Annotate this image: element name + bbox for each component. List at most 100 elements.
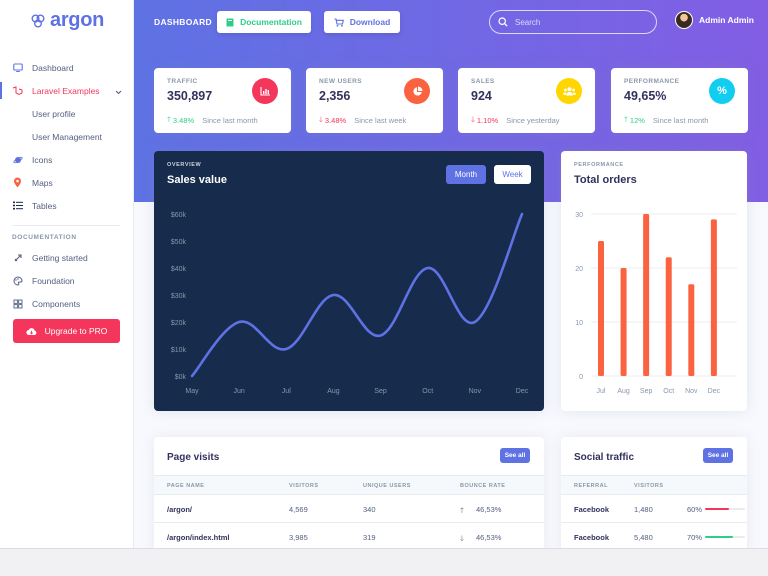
- y-tick-label: $10k: [171, 347, 187, 354]
- visitors-value: 3,985: [289, 533, 308, 542]
- brand-logo[interactable]: argon: [30, 9, 104, 32]
- column-header[interactable]: UNIQUE USERS: [363, 483, 411, 489]
- components-icon: [12, 298, 23, 309]
- x-tick-label: Jul: [597, 388, 606, 395]
- week-toggle-button[interactable]: Week: [494, 165, 531, 184]
- sidebar-item-components[interactable]: Components: [0, 292, 134, 315]
- download-button[interactable]: Download: [324, 11, 400, 33]
- page-title[interactable]: DASHBOARD: [154, 17, 212, 27]
- bar: [710, 219, 717, 376]
- column-header[interactable]: VISITORS: [289, 483, 319, 489]
- stat-change: 12%: [629, 116, 645, 125]
- table-row[interactable]: /argon/ 4,569 340 🡑 46,53%: [154, 495, 544, 523]
- progress-fill: [705, 536, 733, 538]
- sidebar-item-icons[interactable]: Icons: [0, 148, 134, 171]
- browser-bottom-bar: [0, 548, 768, 576]
- y-tick-label: 30: [575, 212, 583, 219]
- column-header[interactable]: BOUNCE RATE: [460, 483, 506, 489]
- book-icon: [226, 18, 234, 26]
- x-tick-label: Aug: [327, 388, 340, 395]
- download-label: Download: [349, 17, 391, 27]
- rocket-icon: [12, 252, 23, 263]
- bounce-rate-value: 46,53%: [476, 505, 502, 514]
- arrow-down-icon: 🡓: [319, 115, 323, 124]
- column-header[interactable]: PAGE NAME: [167, 483, 205, 489]
- sidebar-item-label: Components: [32, 298, 81, 309]
- page-name: /argon/index.html: [167, 533, 230, 542]
- sidebar-item-tables[interactable]: Tables: [0, 194, 134, 217]
- x-tick-label: Nov: [685, 388, 698, 395]
- progress-bar: [705, 508, 745, 510]
- users-icon: [556, 78, 582, 104]
- upgrade-button[interactable]: Upgrade to PRO: [13, 319, 120, 343]
- referral-name: Facebook: [574, 533, 610, 542]
- sidebar-item-dashboard[interactable]: Dashboard: [0, 56, 134, 79]
- sidebar-item-label: User profile: [32, 108, 76, 119]
- sidebar-item-getting-started[interactable]: Getting started: [0, 246, 134, 269]
- sidebar-item-label: Laravel Examples: [32, 85, 100, 96]
- stat-label: NEW USERS: [319, 78, 362, 85]
- sidebar-item-laravel-examples[interactable]: Laravel Examples: [0, 79, 134, 102]
- sidebar-item-label: Maps: [32, 177, 53, 188]
- table-row[interactable]: Facebook 1,480 60%: [561, 495, 747, 523]
- argon-logo-icon: [31, 14, 45, 27]
- arrow-down-icon: 🡓: [460, 534, 464, 543]
- topbar: DASHBOARD Documentation Download Search …: [134, 0, 768, 44]
- y-tick-label: 0: [579, 374, 583, 381]
- sidebar-item-maps[interactable]: Maps: [0, 171, 134, 194]
- documentation-button[interactable]: Documentation: [217, 11, 311, 33]
- user-menu[interactable]: Admin Admin: [675, 11, 754, 29]
- table-row[interactable]: /argon/index.html 3,985 319 🡓 46,53%: [154, 523, 544, 551]
- palette-icon: [12, 275, 23, 286]
- stat-card-sales: SALES 924 🡓 1.10% Since yesterday: [458, 68, 595, 133]
- sidebar-item-foundation[interactable]: Foundation: [0, 269, 134, 292]
- stat-footer: 🡑 12% Since last month: [624, 114, 708, 127]
- arrow-up-icon: 🡑: [167, 115, 171, 124]
- active-indicator: [0, 82, 2, 99]
- orders-bar-chart: 0 10 20 30 Jul Aug Sep Oct Nov Dec: [575, 212, 737, 395]
- bar: [643, 214, 650, 376]
- y-tick-label: $60k: [171, 212, 187, 219]
- column-header[interactable]: REFERRAL: [574, 483, 608, 489]
- card-title: Sales value: [167, 174, 227, 186]
- card-title: Total orders: [574, 174, 637, 186]
- card-title: Social traffic: [574, 452, 635, 463]
- stat-change: 1.10%: [476, 116, 499, 125]
- sidebar-heading-documentation: DOCUMENTATION: [12, 234, 77, 241]
- stat-footer: 🡓 1.10% Since yesterday: [471, 114, 560, 127]
- x-tick-label: Dec: [516, 388, 529, 395]
- planet-icon: [12, 154, 23, 165]
- y-tick-label: $30k: [171, 293, 187, 300]
- y-tick-label: $40k: [171, 266, 187, 273]
- stat-label: TRAFFIC: [167, 78, 198, 85]
- column-header[interactable]: VISITORS: [634, 483, 664, 489]
- sidebar-item-user-management[interactable]: User Management: [0, 125, 134, 148]
- x-tick-label: May: [185, 388, 199, 395]
- y-tick-label: $0k: [175, 374, 187, 381]
- see-all-button[interactable]: See all: [500, 448, 530, 463]
- upgrade-label: Upgrade to PRO: [44, 326, 108, 336]
- page-visits-card: Page visits See all PAGE NAME VISITORS U…: [154, 437, 544, 557]
- stat-value: 350,897: [167, 89, 213, 103]
- total-orders-card: PERFORMANCE Total orders 0 10 20 30 Jul Aug Se…: [561, 151, 747, 411]
- social-traffic-card: Social traffic See all REFERRAL VISITORS…: [561, 437, 747, 557]
- sidebar: argon Dashboard Laravel Examples User pr…: [0, 0, 134, 548]
- stat-since: Since last month: [652, 116, 709, 125]
- sidebar-item-label: Foundation: [32, 275, 75, 286]
- bar: [620, 268, 627, 376]
- sidebar-item-label: Icons: [32, 154, 53, 165]
- sidebar-item-user-profile[interactable]: User profile: [0, 102, 134, 125]
- search-input[interactable]: Search: [489, 10, 657, 34]
- stat-label: PERFORMANCE: [624, 78, 680, 85]
- progress-fill: [705, 508, 729, 510]
- table-row[interactable]: Facebook 5,480 70%: [561, 523, 747, 551]
- pin-icon: [12, 177, 23, 188]
- see-all-button[interactable]: See all: [703, 448, 733, 463]
- stat-value: 924: [471, 89, 492, 103]
- sidebar-item-label: Getting started: [32, 252, 88, 263]
- user-name: Admin Admin: [699, 15, 754, 25]
- bounce-rate-value: 46,53%: [476, 533, 502, 542]
- month-toggle-button[interactable]: Month: [446, 165, 486, 184]
- x-tick-label: Dec: [708, 388, 721, 395]
- page-name: /argon/: [167, 505, 193, 514]
